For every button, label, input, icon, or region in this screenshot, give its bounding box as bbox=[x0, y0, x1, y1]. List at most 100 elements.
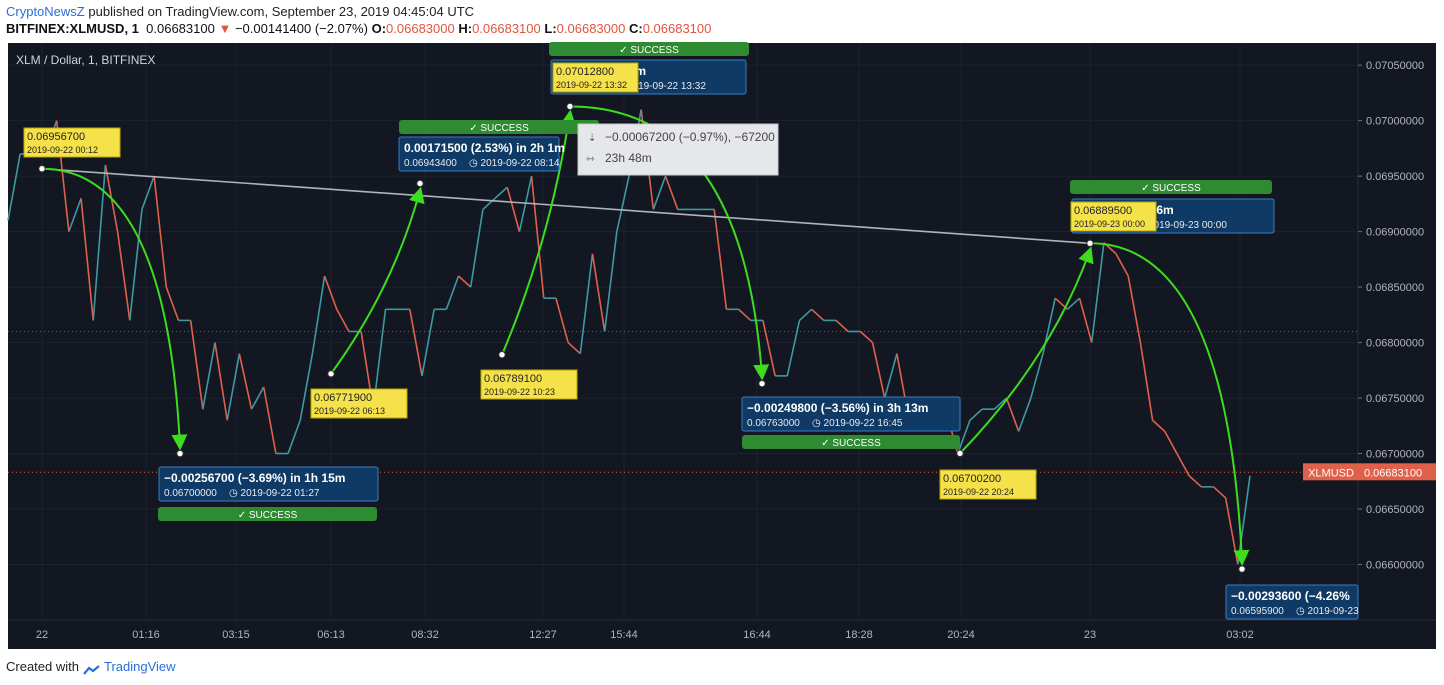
price-series-segment bbox=[713, 209, 728, 310]
trend-line bbox=[41, 167, 1091, 245]
move-time: ◷ 019-09-22 13:32 bbox=[621, 81, 706, 92]
price-series-segment bbox=[957, 419, 971, 454]
tradingview-logo-icon bbox=[82, 663, 101, 675]
price-label-box bbox=[552, 62, 639, 93]
publisher-name[interactable]: CryptoNewsZ bbox=[6, 4, 85, 19]
price-series-segment bbox=[738, 308, 752, 321]
price-series-segment bbox=[603, 231, 618, 332]
success-badge bbox=[742, 435, 960, 449]
price-series-segment bbox=[287, 419, 301, 454]
price-label-box bbox=[23, 127, 121, 158]
price-series-segment bbox=[1066, 297, 1081, 310]
price-series-segment bbox=[664, 175, 679, 210]
price-series-segment bbox=[786, 320, 801, 377]
measure-line2: 23h 48m bbox=[605, 151, 652, 165]
published-text: published on TradingView.com, September … bbox=[88, 4, 475, 19]
x-tick-label: 12:27 bbox=[529, 629, 557, 641]
price-series-segment bbox=[1090, 242, 1105, 343]
price-series-segment bbox=[311, 275, 326, 354]
y-tick-label: 0.06950000 bbox=[1366, 171, 1424, 183]
created-with-text: Created with bbox=[6, 659, 79, 674]
success-label: ✓ SUCCESS bbox=[821, 438, 881, 449]
price-series-segment bbox=[141, 175, 155, 210]
price-series-segment bbox=[250, 386, 265, 410]
price-change: −0.00141400 (−2.07%) bbox=[234, 21, 368, 36]
x-tick-label: 16:44 bbox=[743, 629, 771, 641]
price-series-segment bbox=[494, 186, 508, 199]
price-series-segment bbox=[457, 275, 472, 288]
last-price-symbol-tag bbox=[1303, 463, 1359, 481]
price-series-segment bbox=[1030, 353, 1044, 399]
price-series-segment bbox=[798, 308, 813, 321]
success-label: ✓ SUCCESS bbox=[469, 123, 529, 134]
y-tick-label: 0.06600000 bbox=[1366, 560, 1424, 572]
price-series-segment bbox=[421, 309, 435, 377]
measure-tooltip bbox=[577, 123, 779, 176]
price-series-segment bbox=[811, 308, 825, 321]
y-tick-label: 0.06750000 bbox=[1366, 393, 1424, 405]
price-series-segment bbox=[1127, 275, 1142, 343]
price-label-value: 0.06889500 bbox=[1074, 205, 1132, 217]
measure-line1: −0.00067200 (−0.97%), −67200 bbox=[605, 130, 775, 144]
y-tick-label: 0.06700000 bbox=[1366, 449, 1424, 461]
price-series-segment bbox=[591, 253, 606, 332]
price-series-segment bbox=[1176, 453, 1190, 477]
high-value: 0.06683100 bbox=[472, 21, 541, 36]
measure-time-icon: ⇿ bbox=[586, 154, 595, 165]
price-series-segment bbox=[153, 176, 168, 288]
success-badge bbox=[399, 120, 599, 134]
ohlc-line: BITFINEX:XLMUSD, 1 0.06683100 ▼ −0.00141… bbox=[6, 21, 711, 36]
last-price: 0.06683100 bbox=[146, 21, 215, 36]
move-change: −0.00249800 (−3.56%) in 3h 13m bbox=[747, 401, 928, 415]
price-series-segment bbox=[1188, 475, 1202, 488]
move-time: ◷ 2019-09-23 bbox=[1296, 606, 1359, 617]
chart-title: XLM / Dollar, 1, BITFINEX bbox=[16, 53, 155, 67]
price-series-segment bbox=[1212, 486, 1227, 499]
price-label-time: 2019-09-22 20:24 bbox=[943, 487, 1014, 497]
price-series-segment bbox=[226, 353, 241, 421]
price-series-segment bbox=[214, 342, 228, 421]
price-label-time: 2019-09-22 13:32 bbox=[556, 80, 627, 90]
point-marker bbox=[38, 165, 46, 173]
success-badge bbox=[549, 42, 749, 56]
move-info-box bbox=[741, 396, 961, 432]
price-series-segment bbox=[652, 175, 667, 210]
point-marker bbox=[956, 449, 964, 458]
price-label-value: 0.06700200 bbox=[943, 473, 1001, 485]
measure-price-icon: ⇣ bbox=[588, 133, 596, 144]
y-tick-label: 0.06850000 bbox=[1366, 282, 1424, 294]
move-price: 0.06943400 bbox=[404, 158, 457, 169]
y-tick-label: 0.07000000 bbox=[1366, 116, 1424, 128]
price-series-segment bbox=[299, 353, 314, 421]
last-price-symbol: XLMUSD bbox=[1308, 467, 1354, 479]
price-series-segment bbox=[165, 286, 180, 321]
move-time: ◷ 2019-09-22 08:14 bbox=[469, 158, 560, 169]
price-label-time: 2019-09-23 00:00 bbox=[1074, 219, 1145, 229]
x-tick-label: 06:13 bbox=[317, 629, 345, 641]
price-series-segment bbox=[555, 297, 569, 343]
price-label-value: 0.06771900 bbox=[314, 392, 372, 404]
move-info-box bbox=[1225, 584, 1359, 620]
price-series-segment bbox=[1017, 397, 1032, 432]
x-tick-label: 03:02 bbox=[1226, 629, 1254, 641]
price-series-segment bbox=[68, 198, 82, 232]
move-arrow bbox=[41, 167, 188, 451]
price-series-segment bbox=[80, 198, 95, 321]
move-price: 0.06595900 bbox=[1231, 606, 1284, 617]
price-series-segment bbox=[1164, 430, 1178, 454]
price-series-segment bbox=[616, 175, 630, 232]
price-series-segment bbox=[7, 153, 21, 221]
price-series-segment bbox=[1115, 253, 1129, 277]
move-change: −0.00256700 (−3.69%) in 1h 15m bbox=[164, 471, 345, 485]
x-tick-label: 01:16 bbox=[132, 629, 160, 641]
price-series-segment bbox=[871, 342, 886, 399]
price-series-segment bbox=[579, 253, 594, 354]
point-marker bbox=[566, 102, 574, 111]
price-series-segment bbox=[336, 308, 350, 332]
point-marker bbox=[327, 370, 335, 378]
price-label-box bbox=[1070, 201, 1157, 232]
tradingview-brand[interactable]: TradingView bbox=[104, 659, 176, 674]
down-triangle-icon: ▼ bbox=[218, 21, 232, 36]
point-marker bbox=[498, 350, 506, 359]
